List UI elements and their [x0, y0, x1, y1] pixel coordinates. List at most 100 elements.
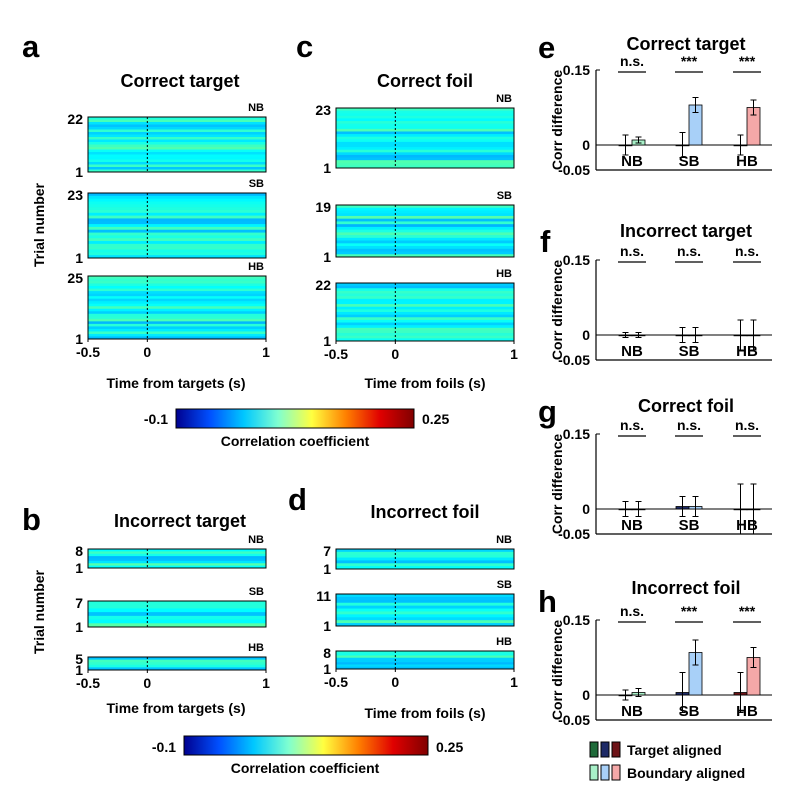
heatmap-trial-row — [88, 563, 266, 566]
heatmap-trial-row — [88, 149, 266, 153]
heatmap-trial-row — [88, 235, 266, 239]
heatmap-frame — [335, 593, 515, 627]
x-tick-label: -0.5 — [76, 675, 100, 691]
heatmap-trial-row — [336, 325, 514, 329]
heatmap-trial-row — [336, 560, 514, 564]
heatmap-trial-row — [88, 157, 266, 160]
heatmap-trial-row — [88, 328, 266, 332]
heatmap-frame — [87, 116, 267, 173]
heatmap-trial-row — [336, 154, 514, 158]
panel-c-title: Correct foil — [377, 71, 473, 91]
x-tick-label: 0 — [391, 674, 399, 690]
heatmap-trial-row — [336, 660, 514, 663]
heatmap-trial-row — [336, 207, 514, 211]
category-label: HB — [736, 517, 758, 534]
heatmap-trial-row — [88, 323, 266, 327]
x-tick-label: -0.5 — [324, 346, 348, 362]
trial-tick-bottom: 1 — [75, 662, 83, 678]
heatmap-trial-row — [88, 164, 266, 168]
heatmap-trial-row — [336, 149, 514, 153]
heatmap-trial-row — [88, 255, 266, 259]
trial-tick-top: 25 — [67, 270, 83, 286]
trial-tick-bottom: 1 — [323, 333, 331, 349]
heatmap-trial-row — [88, 154, 266, 158]
trial-tick-bottom: 1 — [75, 250, 83, 266]
category-label: NB — [621, 517, 643, 534]
heatmap-trial-row — [336, 596, 514, 601]
heatmap-trial-row — [88, 623, 266, 628]
trial-tick-top: 22 — [67, 111, 83, 127]
y-tick-label: -0.05 — [558, 526, 590, 542]
y-tick-label: -0.05 — [558, 352, 590, 368]
heatmap-trial-row — [88, 288, 266, 292]
heatmap-trial-row — [336, 617, 514, 621]
x-tick-label: 1 — [510, 674, 518, 690]
panel-c-xlabel: Time from foils (s) — [364, 375, 485, 391]
condition-label: HB — [496, 268, 512, 280]
heatmap-frame — [87, 656, 267, 671]
colorbar-1 — [175, 408, 415, 429]
heatmap-frame — [87, 192, 267, 259]
bar-ylabel: Corr difference — [549, 434, 565, 535]
heatmap-frame — [87, 600, 267, 628]
heatmap-c-hb: HB 22 1 — [315, 268, 515, 349]
heatmap-trial-row — [336, 283, 514, 286]
heatmap-trial-row — [336, 653, 514, 656]
heatmap-trial-row — [88, 241, 266, 245]
heatmap-b-nb: NB 81 — [75, 534, 267, 576]
heatmap-trial-row — [336, 322, 514, 326]
trial-tick-top: 19 — [315, 199, 331, 215]
category-label: NB — [621, 703, 643, 720]
heatmap-trial-row — [88, 336, 266, 340]
heatmap-trial-row — [88, 283, 266, 287]
heatmap-trial-row — [88, 132, 266, 135]
heatmap-trial-row — [336, 594, 514, 598]
panel-a-xlabel: Time from targets (s) — [107, 375, 246, 391]
trial-tick-top: 5 — [75, 651, 83, 667]
heatmap-trial-row — [88, 195, 266, 199]
heatmap-trial-row — [336, 338, 514, 342]
heatmap-trial-row — [336, 335, 514, 339]
x-tick-label: -0.5 — [76, 344, 100, 360]
legend-target-sb-swatch — [600, 741, 610, 758]
heatmap-frame — [335, 548, 515, 570]
bar-ylabel: Corr difference — [549, 620, 565, 721]
heatmap-trial-row — [336, 327, 514, 331]
category-label: HB — [736, 153, 758, 170]
heatmap-trial-row — [336, 288, 514, 292]
bar-panel-title: Correct foil — [638, 396, 734, 416]
heatmap-trial-row — [88, 333, 266, 337]
heatmap-trial-row — [88, 615, 266, 620]
panel-label-b: b — [22, 502, 41, 537]
x-tick-label: 1 — [262, 344, 270, 360]
heatmap-trial-row — [336, 246, 514, 250]
panel-label-d: d — [288, 482, 307, 517]
legend-boundary-sb-swatch — [600, 764, 610, 781]
condition-label: SB — [249, 178, 264, 190]
heatmap-b-sb: SB 7 1 — [75, 586, 267, 635]
condition-label: HB — [248, 261, 264, 273]
heatmap-trial-row — [336, 563, 514, 567]
heatmap-trial-row — [88, 218, 266, 222]
heatmap-trial-row — [88, 226, 266, 231]
heatmap-trial-row — [88, 159, 266, 163]
x-tick-label: 1 — [510, 346, 518, 362]
heatmap-trial-row — [88, 122, 266, 125]
significance-label: *** — [681, 53, 698, 69]
heatmap-a-hb: HB 25 1 — [67, 261, 267, 347]
heatmap-trial-row — [336, 110, 514, 114]
heatmap-trial-row — [336, 620, 514, 624]
colorbar-1-max: 0.25 — [422, 411, 449, 427]
trial-tick-bottom: 1 — [323, 661, 331, 677]
heatmap-trial-row — [88, 147, 266, 150]
heatmap-trial-row — [336, 602, 514, 606]
heatmap-trial-row — [336, 651, 514, 654]
heatmap-trial-row — [88, 657, 266, 660]
significance-label: *** — [739, 603, 756, 619]
heatmap-trial-row — [336, 243, 514, 247]
